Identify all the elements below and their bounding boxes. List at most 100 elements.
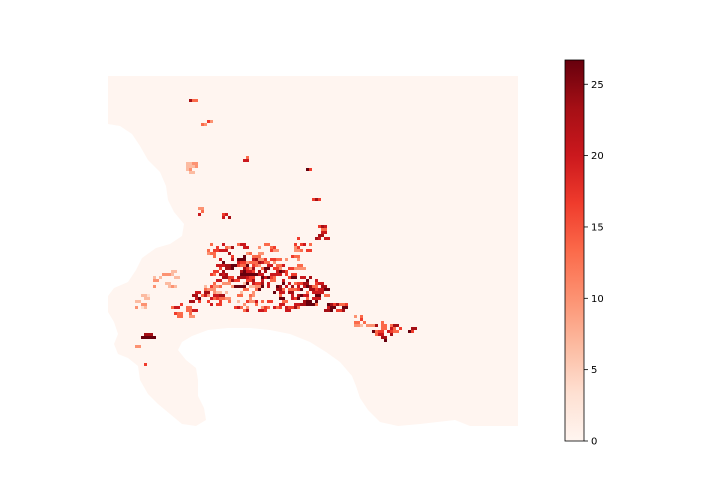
heat-cell: [243, 273, 246, 276]
heat-cell: [390, 333, 393, 336]
heat-cell: [354, 321, 360, 324]
heat-cell: [231, 246, 234, 249]
heat-cell: [336, 309, 342, 312]
heat-cell: [243, 303, 246, 306]
heat-cell: [306, 303, 312, 306]
heat-cell: [177, 276, 180, 279]
heat-cell: [273, 246, 276, 249]
heat-cell: [321, 285, 327, 288]
heat-cell: [390, 324, 393, 327]
heat-cell: [192, 294, 195, 297]
heat-cell: [315, 288, 318, 291]
heat-cell: [255, 303, 258, 306]
heat-cell: [267, 300, 273, 303]
heat-cell: [324, 309, 327, 312]
heat-cell: [315, 198, 318, 201]
heat-cell: [297, 258, 300, 261]
heat-cell: [261, 261, 264, 264]
heat-cell: [135, 345, 138, 348]
heat-cell: [378, 330, 384, 333]
heat-cell: [303, 285, 306, 288]
heat-cell: [192, 99, 195, 102]
heat-cell: [228, 300, 231, 303]
heat-cell: [294, 297, 297, 300]
heat-cell: [327, 303, 330, 306]
land-region: [108, 76, 518, 426]
heat-cell: [270, 276, 273, 279]
heat-cell: [249, 297, 252, 300]
heat-cell: [252, 279, 255, 282]
heat-cell: [186, 306, 192, 309]
heat-cell: [252, 294, 255, 297]
heat-cell: [291, 294, 294, 297]
heat-cell: [381, 336, 387, 339]
heat-cell: [225, 267, 231, 270]
heat-cell: [195, 297, 198, 300]
heat-cell: [393, 330, 399, 333]
heat-cell: [204, 291, 210, 294]
heat-cell: [318, 291, 324, 294]
heat-cell: [294, 255, 300, 258]
heat-cell: [141, 294, 147, 297]
heat-cell: [354, 324, 360, 327]
heat-cell: [306, 291, 309, 294]
heat-cell: [285, 273, 288, 276]
heat-cell: [408, 330, 411, 333]
heat-cell: [282, 282, 285, 285]
heat-cell: [243, 255, 246, 258]
colorbar-tick-label: 10: [591, 294, 604, 305]
heat-cell: [225, 282, 231, 285]
sea-inlet: [352, 404, 364, 420]
heat-cell: [177, 315, 183, 318]
heat-cell: [222, 216, 225, 219]
heat-cell: [264, 276, 267, 279]
heat-cell: [213, 255, 216, 258]
heat-cell: [273, 249, 279, 252]
heat-cell: [174, 276, 177, 279]
heat-cell: [189, 168, 192, 171]
heat-cell: [261, 300, 264, 303]
heat-cell: [285, 258, 288, 261]
heat-cell: [168, 285, 171, 288]
heat-cell: [264, 306, 267, 309]
heat-cell: [297, 306, 300, 309]
heat-cell: [201, 123, 204, 126]
heat-cell: [243, 159, 249, 162]
heat-cell: [300, 276, 306, 279]
heat-cell: [246, 252, 249, 255]
heat-cell: [399, 327, 402, 330]
heat-cell: [141, 306, 144, 309]
heat-cell: [219, 267, 222, 270]
heat-cell: [210, 285, 213, 288]
heat-cell: [312, 288, 315, 291]
heat-cell: [273, 267, 279, 270]
heat-cell: [201, 210, 204, 213]
heat-cell: [174, 285, 177, 288]
heat-cell: [219, 285, 222, 288]
heat-cell: [249, 261, 255, 264]
heat-cell: [318, 225, 321, 228]
heat-cell: [249, 294, 252, 297]
heat-cell: [390, 330, 393, 333]
heat-cell: [288, 291, 294, 294]
heat-cell: [318, 282, 321, 285]
heat-cell: [393, 324, 396, 327]
heat-cell: [234, 279, 240, 282]
heat-cell: [222, 273, 225, 276]
heat-cell: [303, 300, 306, 303]
heat-cell: [297, 285, 300, 288]
heat-cell: [222, 213, 225, 216]
heat-cell: [243, 288, 249, 291]
heat-cell: [219, 258, 222, 261]
heat-cell: [258, 264, 261, 267]
heat-cell: [279, 264, 282, 267]
heat-cell: [228, 297, 231, 300]
heat-cell: [276, 264, 279, 267]
heat-cell: [267, 285, 270, 288]
heat-cell: [237, 258, 243, 261]
heat-cell: [321, 228, 327, 231]
heat-cell: [273, 258, 276, 261]
heat-cell: [240, 291, 243, 294]
heat-cell: [279, 294, 282, 297]
heat-cell: [336, 303, 339, 306]
